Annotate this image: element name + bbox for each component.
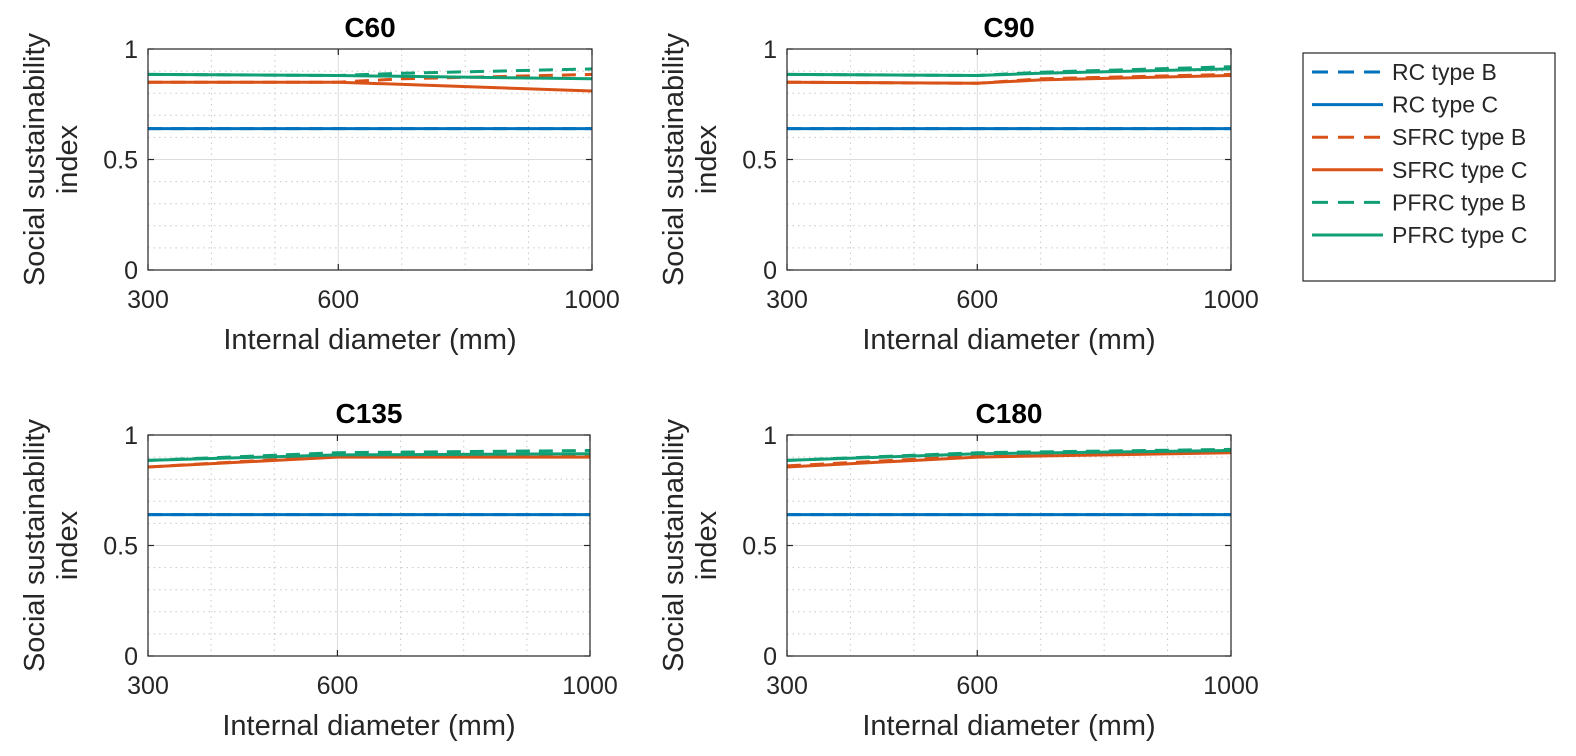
series-sfrc-type-c [786,451,1232,469]
y-tick-label: 0 [124,257,138,285]
x-tick-label: 300 [766,672,808,700]
legend-label-rc-type-c: RC type C [1392,92,1498,118]
legend-label-sfrc-type-c: SFRC type C [1392,157,1527,183]
y-tick-label: 0.5 [103,147,138,175]
x-tick-label: 1000 [1203,286,1259,314]
x-axis-label: Internal diameter (mm) [222,710,515,742]
legend-label-rc-type-b: RC type B [1392,59,1497,85]
x-tick-label: 1000 [1203,672,1259,700]
y-tick-label: 1 [124,422,138,450]
x-tick-label: 1000 [564,286,620,314]
y-axis-label: Social sustainabilityindex [19,418,84,672]
y-axis-label-line2: index [691,510,723,580]
x-axis-label: Internal diameter (mm) [862,710,1155,742]
chart-title: C90 [983,12,1034,43]
y-axis-label-line1: Social sustainability [658,32,690,286]
x-tick-label: 600 [317,286,359,314]
x-tick-label: 300 [766,286,808,314]
y-axis-label-line1: Social sustainability [19,418,51,672]
legend-label-sfrc-type-b: SFRC type B [1392,124,1526,150]
legend-box [1302,52,1556,282]
x-tick-label: 300 [127,286,169,314]
y-axis-label: Social sustainabilityindex [19,32,84,286]
subplot-c90: 300 600 1000 0 0.5 1 C90 Internal diameter (mm)… [658,12,1259,356]
legend: RC type B RC type C SFRC type B SFRC type C… [1302,52,1556,282]
y-tick-label: 0.5 [103,533,138,561]
y-tick-label: 1 [763,422,777,450]
y-tick-label: 1 [124,36,138,64]
y-tick-label: 0 [124,643,138,671]
series-pfrc-type-c [147,452,591,462]
series-pfrc-type-c [786,449,1232,462]
subplot-c180: 300 600 1000 0 0.5 1 C180 Internal diameter (mm… [658,398,1259,742]
y-axis-label: Social sustainabilityindex [658,32,723,286]
subplot-c60: 300 600 1000 0 0.5 1 C60 Internal diameter (mm)… [19,12,620,356]
x-axis-label: Internal diameter (mm) [223,324,516,356]
y-tick-label: 0.5 [742,147,777,175]
subplot-c135: 300 600 1000 0 0.5 1 C135 Internal diameter (mm… [19,398,618,742]
y-axis-label-line1: Social sustainability [19,32,51,286]
y-axis-label-line1: Social sustainability [658,418,690,672]
x-tick-label: 600 [956,672,998,700]
series-pfrc-type-c [786,67,1232,77]
chart-title: C135 [336,398,403,429]
y-axis-label-line2: index [52,124,84,194]
y-tick-label: 0 [763,643,777,671]
y-tick-label: 0 [763,257,777,285]
y-axis-label-line2: index [52,510,84,580]
x-tick-label: 1000 [562,672,618,700]
series-sfrc-type-c [147,455,590,469]
y-tick-label: 0.5 [742,533,777,561]
x-axis-label: Internal diameter (mm) [862,324,1155,356]
x-tick-label: 600 [317,672,359,700]
x-tick-label: 600 [956,286,998,314]
series-sfrc-type-c [148,80,593,93]
legend-label-pfrc-type-c: PFRC type C [1392,222,1527,248]
chart-title: C60 [344,12,395,43]
legend-label-pfrc-type-b: PFRC type B [1392,189,1526,215]
y-tick-label: 1 [763,36,777,64]
series-pfrc-type-c [147,72,593,81]
x-tick-label: 300 [127,672,169,700]
chart-title: C180 [976,398,1043,429]
y-axis-label-line2: index [691,124,723,194]
series-sfrc-type-c [786,74,1232,85]
y-axis-label: Social sustainabilityindex [658,418,723,672]
series-pfrc-type-b [147,449,591,462]
